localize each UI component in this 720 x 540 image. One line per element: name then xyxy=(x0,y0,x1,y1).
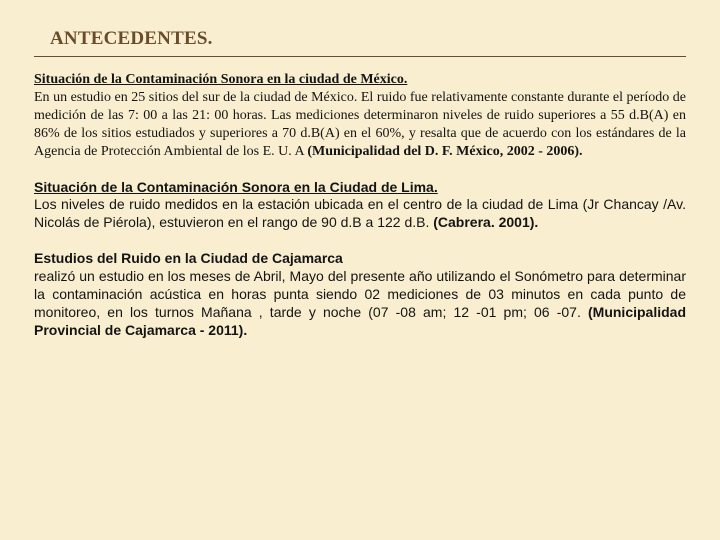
section-citation: (Municipalidad del D. F. México, 2002 - … xyxy=(307,144,582,159)
section-body: Los niveles de ruido medidos en la estac… xyxy=(34,196,686,230)
section-cajamarca: Estudios del Ruido en la Ciudad de Cajam… xyxy=(34,250,686,340)
section-mexico: Situación de la Contaminación Sonora en … xyxy=(34,71,686,161)
slide: ANTECEDENTES. Situación de la Contaminac… xyxy=(0,0,720,540)
section-heading: Estudios del Ruido en la Ciudad de Cajam… xyxy=(34,250,343,266)
section-citation: (Cabrera. 2001). xyxy=(433,214,538,230)
page-title: ANTECEDENTES. xyxy=(50,28,686,54)
section-heading: Situación de la Contaminación Sonora en … xyxy=(34,72,407,87)
title-rule xyxy=(34,56,686,57)
section-lima: Situación de la Contaminación Sonora en … xyxy=(34,179,686,233)
section-heading: Situación de la Contaminación Sonora en … xyxy=(34,179,438,195)
